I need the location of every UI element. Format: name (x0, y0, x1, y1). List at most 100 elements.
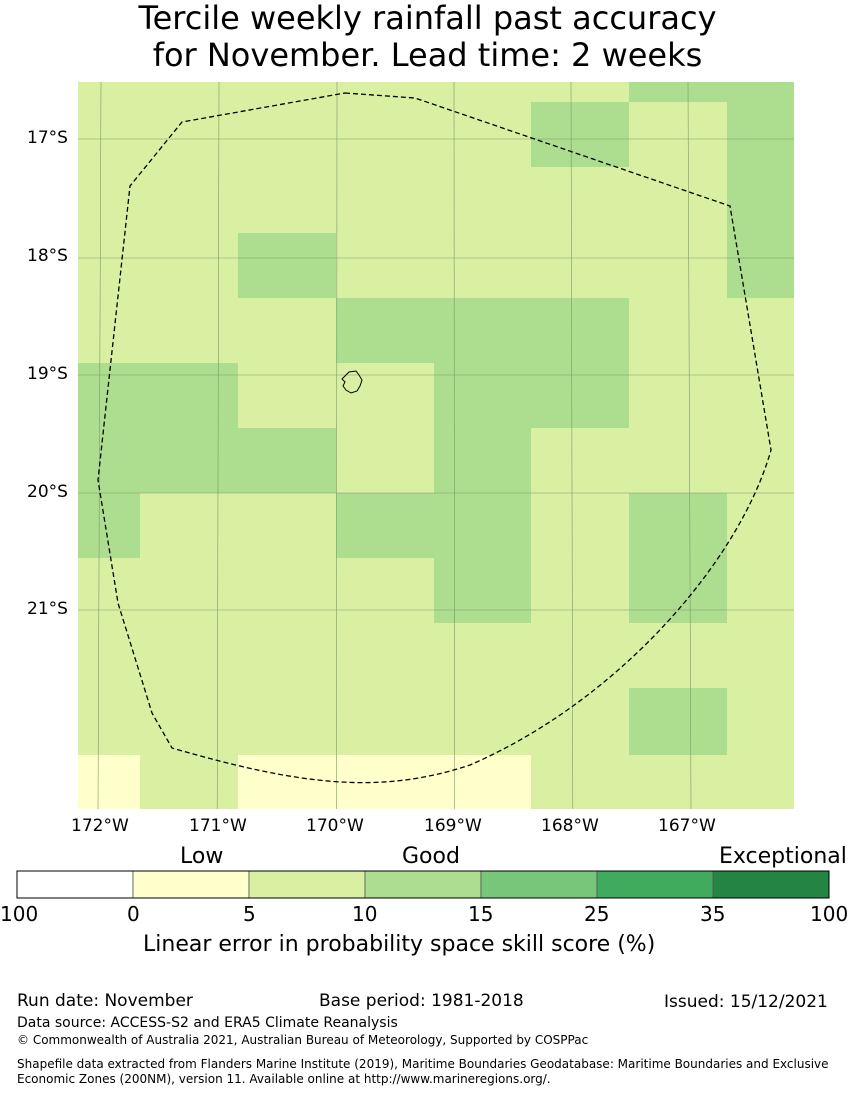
legend-color-segment (248, 870, 366, 899)
grid-cell (336, 623, 434, 688)
grid-cell (140, 428, 238, 493)
grid-cell (140, 755, 238, 809)
longitude-gridline (336, 81, 338, 810)
grid-cell (238, 755, 336, 809)
lat-label-17s: 17°S (27, 128, 68, 148)
legend-colorbar (16, 870, 830, 899)
lat-label-21s: 21°S (27, 599, 68, 619)
longitude-gridline (97, 81, 102, 810)
grid-cell (531, 167, 629, 233)
grid-cell (531, 82, 629, 102)
grid-cell (727, 493, 794, 558)
grid-cell (531, 688, 629, 755)
grid-cell (434, 363, 531, 428)
longitude-gridline (453, 81, 455, 810)
grid-cell (140, 623, 238, 688)
grid-cell (238, 82, 336, 102)
legend-category-exceptional: Exceptional (719, 844, 847, 869)
grid-cell (629, 755, 727, 809)
grid-cell (727, 755, 794, 809)
data-source: Data source: ACCESS-S2 and ERA5 Climate … (17, 1015, 398, 1031)
grid-cell (140, 493, 238, 558)
grid-cell (434, 493, 531, 558)
grid-cell (434, 82, 531, 102)
grid-cell (140, 688, 238, 755)
grid-cell (238, 363, 336, 428)
lat-label-18s: 18°S (27, 246, 68, 266)
lon-label-169w: 169°W (424, 816, 482, 836)
grid-cell (78, 298, 140, 363)
grid-cell (629, 558, 727, 623)
graticule (78, 81, 794, 810)
run-date: Run date: November (17, 991, 193, 1011)
grid-cell (238, 493, 336, 558)
grid-cell (140, 233, 238, 298)
grid-cell (434, 755, 531, 809)
eez-boundary-line (97, 92, 772, 784)
grid-cell (727, 167, 794, 233)
shapefile-credit-line-2: Economic Zones (200NM), version 11. Avai… (17, 1072, 551, 1086)
title-line-1: Tercile weekly rainfall past accuracy (138, 0, 717, 37)
grid-cell (531, 363, 629, 428)
legend-tick-label: 100 (810, 902, 849, 926)
title-line-2: for November. Lead time: 2 weeks (152, 36, 703, 74)
grid-cell (531, 298, 629, 363)
grid-cell (629, 623, 727, 688)
grid-cell (238, 558, 336, 623)
lon-label-167w: 167°W (658, 816, 716, 836)
grid-cell (78, 755, 140, 809)
legend-tick-label: 15 (468, 902, 494, 926)
grid-cell (434, 428, 531, 493)
lat-label-20s: 20°S (27, 482, 68, 502)
legend-color-segment (16, 870, 134, 899)
legend-tick-label: 0 (127, 902, 140, 926)
grid-cell (629, 428, 727, 493)
grid-cell (531, 428, 629, 493)
grid-cell (727, 298, 794, 363)
niue-island-outline (341, 370, 363, 394)
grid-cell (531, 558, 629, 623)
legend-axis-label: Linear error in probability space skill … (143, 932, 656, 957)
grid-cell (140, 102, 238, 167)
base-period: Base period: 1981-2018 (319, 991, 524, 1011)
grid-cell (434, 623, 531, 688)
grid-cell (531, 102, 629, 167)
grid-cell (629, 167, 727, 233)
grid-cell (140, 167, 238, 233)
grid-cell (78, 688, 140, 755)
shapefile-credit-line-1: Shapefile data extracted from Flanders M… (17, 1057, 829, 1071)
grid-cell (727, 428, 794, 493)
grid-cell (140, 558, 238, 623)
grid-cell (629, 102, 727, 167)
legend-color-segment (480, 870, 598, 899)
grid-cell (434, 688, 531, 755)
grid-cell (78, 558, 140, 623)
grid-cell (727, 233, 794, 298)
legend-category-low: Low (180, 844, 224, 869)
lon-label-170w: 170°W (306, 816, 364, 836)
grid-cell (434, 167, 531, 233)
grid-cell (336, 493, 434, 558)
grid-cell (78, 428, 140, 493)
grid-cell (78, 82, 140, 102)
lon-label-171w: 171°W (189, 816, 247, 836)
grid-cell (336, 167, 434, 233)
grid-cell (434, 298, 531, 363)
longitude-gridline (570, 81, 574, 810)
grid-cell (629, 688, 727, 755)
longitude-gridline (687, 81, 692, 810)
lon-label-168w: 168°W (541, 816, 599, 836)
grid-cell (336, 298, 434, 363)
issued-date: Issued: 15/12/2021 (664, 992, 828, 1012)
grid-cell (531, 493, 629, 558)
grid-cell (336, 102, 434, 167)
grid-cell (727, 82, 794, 102)
grid-cell (531, 233, 629, 298)
grid-cell (434, 233, 531, 298)
grid-cell (336, 428, 434, 493)
legend-category-good: Good (402, 844, 460, 869)
copyright-notice: © Commonwealth of Australia 2021, Austra… (17, 1033, 589, 1047)
grid-cell (531, 755, 629, 809)
grid-cell (629, 363, 727, 428)
